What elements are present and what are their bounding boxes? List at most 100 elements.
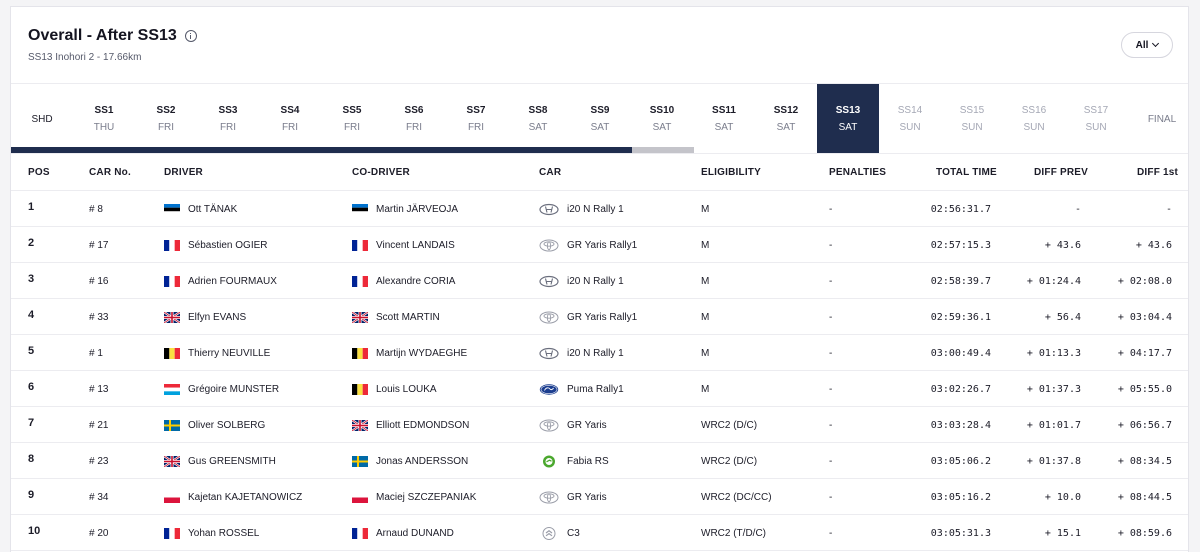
row-co-driver[interactable]: Vincent LANDAIS [352,227,455,263]
row-eligibility: M [701,371,709,407]
stage-tab-shd[interactable]: SHD [11,84,73,154]
stage-tab-ss8[interactable]: SS8 SAT [507,84,569,154]
table-row[interactable]: 4 # 33 Elfyn EVANS Scott MARTIN GR Yaris Ral… [11,299,1188,335]
row-co-driver[interactable]: Louis LOUKA [352,371,437,407]
row-co-driver[interactable]: Martijn WYDAEGHE [352,335,467,371]
row-position: 5 [28,333,34,369]
row-car-text: GR Yaris [567,419,607,431]
stage-tab-ss6[interactable]: SS6 FRI [383,84,445,154]
row-eligibility: WRC2 (D/C) [701,443,757,479]
stage-tab-ss11[interactable]: SS11 SAT [693,84,755,154]
stage-tab-ss9[interactable]: SS9 SAT [569,84,631,154]
row-position-text: 10 [28,525,41,537]
page-title-text: Overall - After SS13 [28,27,177,44]
row-diff-prev: + 15.1 [1045,515,1081,551]
row-co-driver[interactable]: Alexandre CORIA [352,263,455,299]
row-driver[interactable]: Oliver SOLBERG [164,407,265,443]
table-row[interactable]: 1 # 8 Ott TÄNAK Martin JÄRVEOJA i20 N Rally … [11,191,1188,227]
stage-day: SUN [1023,122,1045,133]
chevron-down-icon [1152,39,1160,48]
row-eligibility-text: M [701,239,710,251]
row-co-driver[interactable]: Maciej SZCZEPANIAK [352,479,476,515]
table-row[interactable]: 2 # 17 Sébastien OGIER Vincent LANDAIS GR Ya… [11,227,1188,263]
stage-name: SS15 [959,105,985,116]
stage-tab-ss1[interactable]: SS1 THU [73,84,135,154]
row-car-number: # 21 [89,407,108,443]
stage-tab-ss3[interactable]: SS3 FRI [197,84,259,154]
est-flag-icon [352,203,368,215]
row-total-time: 03:05:16.2 [931,479,991,515]
stage-tab-ss7[interactable]: SS7 FRI [445,84,507,154]
row-driver[interactable]: Ott TÄNAK [164,191,237,227]
stage-tab-ss5[interactable]: SS5 FRI [321,84,383,154]
row-eligibility: M [701,227,709,263]
stage-tab-final[interactable]: FINAL [1127,84,1197,154]
stage-tab-ss12[interactable]: SS12 SAT [755,84,817,154]
row-car-text: i20 N Rally 1 [567,203,624,215]
row-total-time-text: 02:57:15.3 [930,239,991,251]
stage-tab-ss17[interactable]: SS17 SUN [1065,84,1127,154]
fra-flag-icon [352,239,368,251]
toyota-logo-icon [539,419,559,432]
row-driver[interactable]: Sébastien OGIER [164,227,267,263]
row-driver[interactable]: Grégoire MUNSTER [164,371,279,407]
row-driver[interactable]: Yohan ROSSEL [164,515,259,551]
row-driver[interactable]: Adrien FOURMAUX [164,263,277,299]
row-total-time-text: 03:03:28.4 [930,419,991,431]
stage-tab-ss2[interactable]: SS2 FRI [135,84,197,154]
stage-day: FRI [467,122,485,133]
hyundai-logo-icon [539,347,559,360]
row-diff-first: + 08:34.5 [1118,443,1172,479]
stage-tab-ss4[interactable]: SS4 FRI [259,84,321,154]
row-driver[interactable]: Kajetan KAJETANOWICZ [164,479,302,515]
stage-day: FRI [219,122,237,133]
col-car: CAR [539,167,562,178]
row-car-number: # 20 [89,515,108,551]
table-row[interactable]: 10 # 20 Yohan ROSSEL Arnaud DUNAND C3 WRC2 (T… [11,515,1188,551]
row-co-driver[interactable]: Arnaud DUNAND [352,515,454,551]
table-row[interactable]: 6 # 13 Grégoire MUNSTER Louis LOUKA Puma Ral… [11,371,1188,407]
row-eligibility-text: M [701,311,710,323]
table-row[interactable]: 5 # 1 Thierry NEUVILLE Martijn WYDAEGHE i20 … [11,335,1188,371]
row-car-text: Puma Rally1 [567,383,624,395]
row-penalties-text: - [829,455,833,467]
row-co-driver[interactable]: Scott MARTIN [351,299,440,335]
gbr-flag-icon [351,418,369,432]
info-icon[interactable] [184,30,197,42]
row-diff-first-text: + 43.6 [1135,239,1172,251]
stage-tab-ss10[interactable]: SS10 SAT [631,84,693,154]
gbr-flag-icon [163,310,181,324]
row-driver-text: Elfyn EVANS [188,311,247,323]
row-driver-text: Adrien FOURMAUX [188,275,277,287]
filter-dropdown[interactable]: All [1121,32,1173,58]
stage-tab-ss16[interactable]: SS16 SUN [1003,84,1065,154]
table-row[interactable]: 9 # 34 Kajetan KAJETANOWICZ Maciej SZCZEPAN… [11,479,1188,515]
row-driver[interactable]: Gus GREENSMITH [163,443,276,479]
row-total-time: 03:03:28.4 [931,407,991,443]
row-position: 10 [28,513,40,549]
row-position-text: 5 [28,345,35,357]
row-car-number-text: # 23 [89,455,109,467]
row-driver[interactable]: Elfyn EVANS [163,299,247,335]
row-car: Puma Rally1 [539,371,624,407]
table-row[interactable]: 7 # 21 Oliver SOLBERG Elliott EDMONDSON GR Y… [11,407,1188,443]
row-diff-prev: + 43.6 [1045,227,1081,263]
row-co-driver[interactable]: Martin JÄRVEOJA [352,191,458,227]
stage-tab-ss14[interactable]: SS14 SUN [879,84,941,154]
col-total-time: TOTAL TIME [936,167,997,178]
row-driver[interactable]: Thierry NEUVILLE [164,335,270,371]
row-diff-first-text: - [1165,203,1172,215]
table-row[interactable]: 3 # 16 Adrien FOURMAUX Alexandre CORIA i20 N… [11,263,1188,299]
table-row[interactable]: 8 # 23 Gus GREENSMITH Jonas ANDERSSON Fabia … [11,443,1188,479]
row-co-driver[interactable]: Jonas ANDERSSON [352,443,468,479]
row-eligibility: WRC2 (D/C) [701,407,757,443]
row-co-driver[interactable]: Elliott EDMONDSON [351,407,469,443]
citroen-logo-icon [539,526,559,540]
row-diff-first-text: + 02:08.0 [1117,275,1172,287]
stage-tab-ss13[interactable]: SS13 SAT [817,84,879,154]
row-penalties: - [829,479,832,515]
stage-day: SAT [652,122,672,133]
row-diff-first: + 02:08.0 [1118,263,1172,299]
stage-name: SS8 [528,105,548,116]
stage-tab-ss15[interactable]: SS15 SUN [941,84,1003,154]
